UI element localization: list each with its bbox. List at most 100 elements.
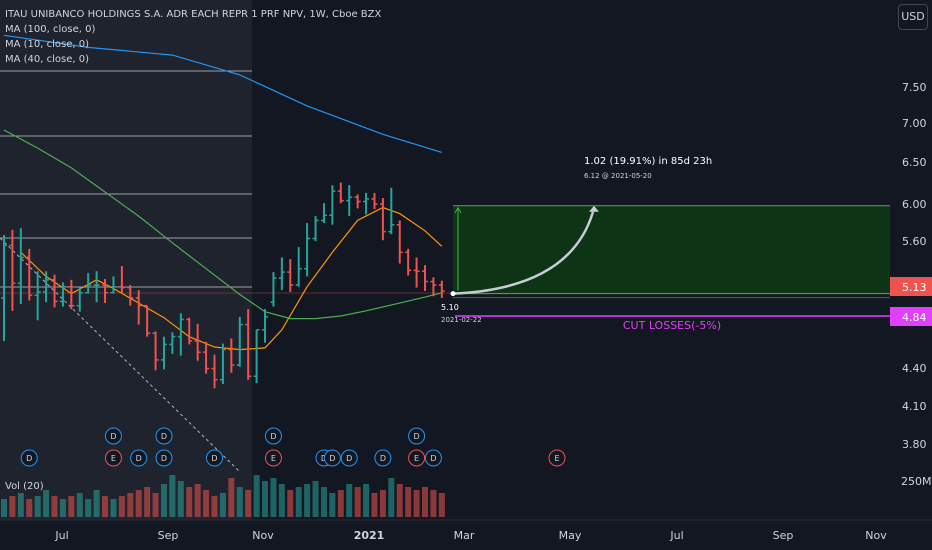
dividend-marker[interactable]: D xyxy=(20,449,38,467)
volume-bar xyxy=(118,496,125,517)
dividend-marker[interactable]: D xyxy=(155,449,173,467)
marker-letter: D xyxy=(329,454,335,463)
marker-letter: D xyxy=(110,432,116,441)
volume-bar xyxy=(34,496,41,517)
dividend-marker[interactable]: D xyxy=(323,449,341,467)
entry-price-label: 5.10 xyxy=(441,303,459,312)
marker-letter: D xyxy=(430,454,436,463)
ma40-legend[interactable]: MA (40, close, 0) xyxy=(5,54,90,65)
volume-bar xyxy=(379,490,386,517)
volume-legend[interactable]: Vol (20) xyxy=(5,481,44,492)
volume-bar xyxy=(236,487,243,517)
ohlc-bar xyxy=(253,329,260,384)
ohlc-bar xyxy=(17,228,24,304)
current-price-label: 5.13 xyxy=(902,281,927,294)
dividend-marker[interactable]: D xyxy=(264,427,282,445)
ohlc-bar xyxy=(169,332,176,354)
ohlc-bar xyxy=(278,257,285,291)
dividend-marker[interactable]: D xyxy=(408,427,426,445)
price-axis: 7.50 7.00 6.50 6.00 5.60 4.40 4.10 3.80 250M 5.13… xyxy=(890,81,932,488)
volume-bar xyxy=(430,490,437,517)
volume-bar xyxy=(329,493,336,517)
dividend-marker[interactable]: D xyxy=(130,449,148,467)
ohlc-bar xyxy=(262,309,269,343)
time-tick: Jul xyxy=(54,529,68,542)
ohlc-bar xyxy=(329,185,336,225)
ohlc-bar xyxy=(312,216,319,242)
earnings-marker[interactable]: E xyxy=(548,449,566,467)
volume-bar xyxy=(295,487,302,517)
volume-bar xyxy=(245,490,252,517)
ohlc-bar xyxy=(413,257,420,288)
trend-line xyxy=(0,237,241,473)
entry-point xyxy=(450,291,456,297)
ma100-line xyxy=(3,34,442,153)
volume-bar xyxy=(438,493,445,517)
ohlc-bar xyxy=(388,187,395,235)
time-tick: Jul xyxy=(669,529,683,542)
volume-bars xyxy=(1,475,445,517)
ohlc-bar xyxy=(203,341,210,374)
marker-circle xyxy=(374,449,392,467)
volume-bar xyxy=(26,499,33,517)
ohlc-bar xyxy=(320,203,327,224)
stop-level-badge xyxy=(890,307,932,326)
dividend-marker[interactable]: D xyxy=(206,449,223,467)
volume-bar xyxy=(405,487,412,517)
marker-circle xyxy=(155,449,173,467)
stop-level-label: 4.84 xyxy=(902,311,927,324)
marker-circle xyxy=(408,449,426,467)
ohlc-bar xyxy=(177,313,184,356)
ohlc-bar xyxy=(228,338,235,373)
marker-circle xyxy=(323,449,341,467)
event-markers[interactable]: DDEDDDDDEDDDDDEDE xyxy=(20,427,566,467)
marker-letter: D xyxy=(380,454,386,463)
time-tick: Sep xyxy=(773,529,794,542)
volume-bar xyxy=(363,484,370,517)
marker-circle xyxy=(264,449,282,467)
volume-bar xyxy=(110,499,117,517)
ohlc-bar xyxy=(211,354,218,389)
earnings-marker[interactable]: E xyxy=(104,449,122,467)
ma10-legend[interactable]: MA (10, close, 0) xyxy=(5,39,90,50)
marker-circle xyxy=(206,449,223,467)
trend-line-dashed xyxy=(0,237,241,473)
ohlc-bars xyxy=(1,182,445,389)
volume-bar xyxy=(135,490,142,517)
volume-bar xyxy=(177,481,184,517)
earnings-marker[interactable]: E xyxy=(264,449,282,467)
volume-bar xyxy=(203,490,210,517)
projection-overlay: 1.02 (19.91%) in 85d 23h 6.12 @ 2021-05-2… xyxy=(441,156,712,324)
target-zone-fill xyxy=(453,205,890,294)
ohlc-bar xyxy=(118,266,125,294)
ma100-legend[interactable]: MA (100, close, 0) xyxy=(5,24,96,35)
ohlc-bar xyxy=(337,182,344,204)
dividend-marker[interactable]: D xyxy=(424,449,442,467)
time-tick: May xyxy=(559,529,582,542)
price-tick: 4.10 xyxy=(902,400,927,413)
volume-bar xyxy=(262,481,269,517)
marker-letter: E xyxy=(111,454,116,463)
price-tick: 3.80 xyxy=(902,438,927,451)
dividend-marker[interactable]: D xyxy=(104,427,122,445)
volume-bar xyxy=(287,490,294,517)
volume-bar xyxy=(278,484,285,517)
currency-button[interactable]: USD xyxy=(898,4,928,30)
projection-label: 1.02 (19.91%) in 85d 23h xyxy=(584,156,712,167)
dividend-marker[interactable]: D xyxy=(340,449,358,467)
target-zone[interactable]: CUT LOSSES(-5%) xyxy=(453,205,890,332)
projection-arrow-head xyxy=(589,205,599,212)
dividend-marker[interactable]: D xyxy=(374,449,392,467)
dividend-marker[interactable]: D xyxy=(155,427,173,445)
volume-bar xyxy=(59,499,66,517)
ohlc-bar xyxy=(219,343,226,385)
target-date-label: 6.12 @ 2021-05-20 xyxy=(584,172,652,180)
highlighted-range xyxy=(0,0,252,520)
earnings-marker[interactable]: E xyxy=(408,449,426,467)
volume-bar xyxy=(43,490,50,517)
cut-losses-label[interactable]: CUT LOSSES(-5%) xyxy=(623,319,721,332)
ohlc-bar xyxy=(371,192,378,210)
time-tick: Sep xyxy=(158,529,179,542)
volume-bar xyxy=(228,478,235,517)
